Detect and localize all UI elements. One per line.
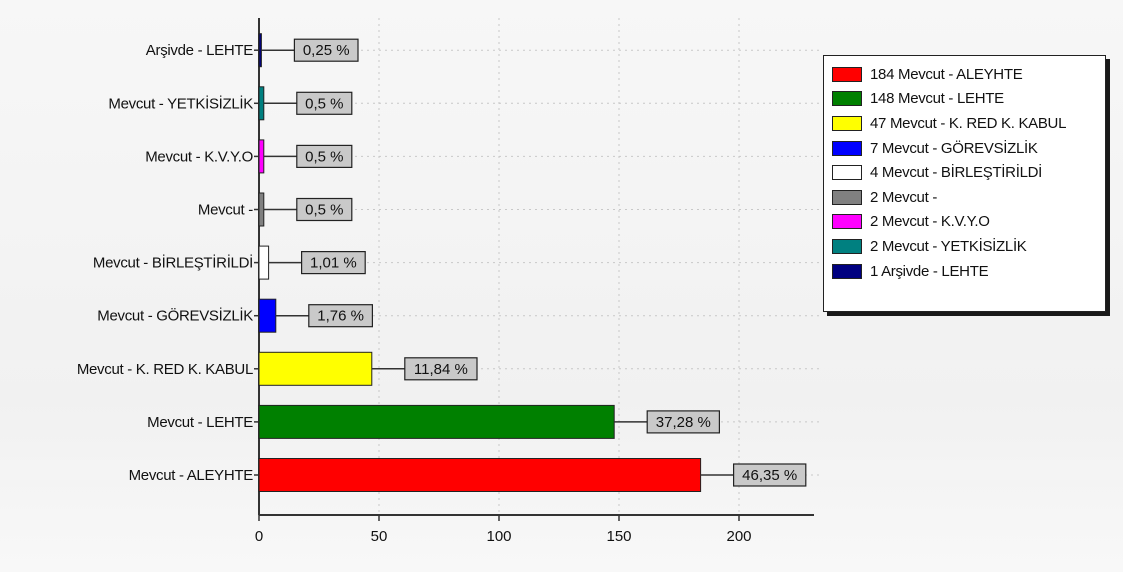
category-label: Mevcut - GÖREVSİZLİK <box>97 307 253 325</box>
x-tick-label: 100 <box>486 528 511 545</box>
x-tick-label: 50 <box>371 528 388 545</box>
legend-item: 7 Mevcut - GÖREVSİZLİK <box>832 136 1105 161</box>
category-label: Mevcut - LEHTE <box>147 414 253 431</box>
bar <box>258 245 270 280</box>
category-label: Mevcut - YETKİSİZLİK <box>108 94 253 112</box>
legend-label: 2 Mevcut - <box>870 188 938 206</box>
data-label: 0,5 % <box>305 95 343 112</box>
legend-label: 4 Mevcut - BİRLEŞTİRİLDİ <box>870 164 1043 182</box>
legend-swatch <box>832 189 862 205</box>
legend-swatch <box>832 115 862 131</box>
bar <box>258 139 265 174</box>
legend-swatch <box>832 140 862 156</box>
legend-item: 148 Mevcut - LEHTE <box>832 87 1105 112</box>
data-label: 0,5 % <box>305 202 343 219</box>
legend-item: 2 Mevcut - <box>832 185 1105 210</box>
data-label-box <box>296 197 353 222</box>
data-label: 0,25 % <box>303 42 350 59</box>
data-label-box <box>296 144 353 168</box>
data-label-box <box>646 410 721 434</box>
bar <box>258 192 265 227</box>
chart-legend: 184 Mevcut - ALEYHTE 148 Mevcut - LEHTE 47… <box>823 55 1106 312</box>
legend-swatch <box>832 238 862 254</box>
bar <box>258 351 373 386</box>
data-label: 0,5 % <box>305 148 343 165</box>
legend-label: 47 Mevcut - K. RED K. KABUL <box>870 114 1067 132</box>
data-label: 46,35 % <box>742 467 797 484</box>
bar <box>258 404 615 439</box>
legend-item: 1 Arşivde - LEHTE <box>832 259 1105 284</box>
category-label: Arşivde - LEHTE <box>146 42 253 59</box>
legend-item: 2 Mevcut - YETKİSİZLİK <box>832 234 1105 259</box>
bar <box>258 458 702 492</box>
data-label-box <box>296 91 353 115</box>
legend-label: 2 Mevcut - YETKİSİZLİK <box>870 237 1027 255</box>
data-label: 37,28 % <box>656 414 711 431</box>
data-label: 11,84 % <box>414 361 468 378</box>
legend-label: 148 Mevcut - LEHTE <box>870 90 1004 108</box>
bar <box>258 86 265 121</box>
category-label: Mevcut - K.V.Y.O <box>145 148 253 165</box>
data-label-box <box>301 251 366 275</box>
legend-label: 184 Mevcut - ALEYHTE <box>870 65 1023 83</box>
bar <box>258 33 262 68</box>
legend-item: 2 Mevcut - K.V.Y.O <box>832 210 1105 235</box>
legend-label: 2 Mevcut - K.V.Y.O <box>870 213 990 231</box>
x-tick-label: 0 <box>255 528 263 545</box>
legend-swatch <box>832 66 862 82</box>
x-tick-label: 150 <box>606 528 631 545</box>
legend-label: 7 Mevcut - GÖREVSİZLİK <box>870 139 1038 157</box>
bar <box>258 298 277 333</box>
data-label-box <box>404 357 478 381</box>
legend-item: 4 Mevcut - BİRLEŞTİRİLDİ <box>832 160 1105 185</box>
data-label: 1,76 % <box>317 308 364 325</box>
legend-item: 184 Mevcut - ALEYHTE <box>832 62 1105 87</box>
legend-swatch <box>832 165 862 181</box>
category-label: Mevcut - BİRLEŞTİRİLDİ <box>93 254 253 272</box>
legend-swatch <box>832 263 862 279</box>
category-label: Mevcut - K. RED K. KABUL <box>77 361 253 378</box>
category-label: Mevcut - <box>198 202 253 219</box>
x-tick-label: 200 <box>726 528 751 545</box>
data-label-box <box>732 463 807 487</box>
legend-swatch <box>832 214 862 230</box>
legend-swatch <box>832 91 862 107</box>
legend-label: 1 Arşivde - LEHTE <box>870 262 989 280</box>
data-label-box <box>308 304 373 328</box>
data-label: 1,01 % <box>310 255 357 272</box>
legend-item: 47 Mevcut - K. RED K. KABUL <box>832 111 1105 136</box>
category-label: Mevcut - ALEYHTE <box>129 467 254 484</box>
data-label-box <box>293 38 359 62</box>
